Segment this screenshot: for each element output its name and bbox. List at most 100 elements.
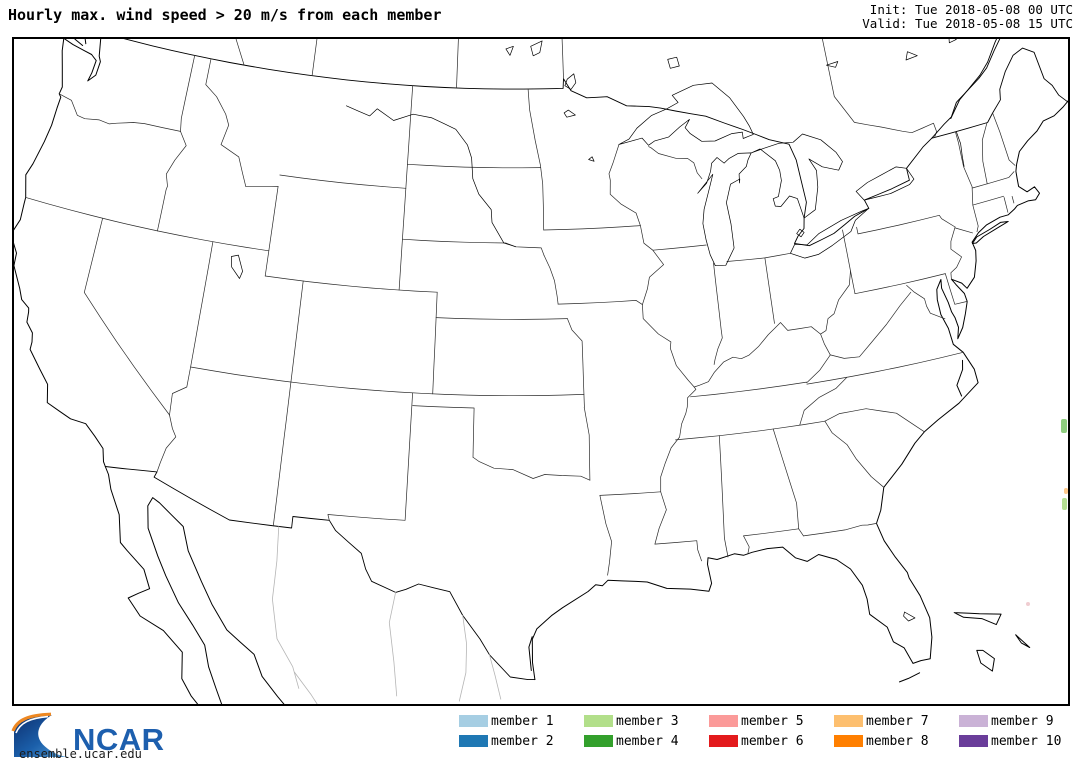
map-boundary-line	[903, 611, 916, 622]
map-boundary-line	[971, 221, 1009, 244]
map-boundary-line	[528, 636, 533, 671]
map-boundary-line	[435, 317, 568, 320]
map-boundary-line	[432, 291, 438, 395]
legend-label: member 4	[616, 733, 679, 749]
map-boundary-line	[824, 408, 925, 433]
legend-swatch-member-2	[459, 735, 488, 747]
legend-item: member 10	[959, 735, 1080, 748]
wind-swath-member-5	[1026, 602, 1030, 606]
map-boundary-line	[799, 376, 848, 426]
map-boundary-line	[1015, 634, 1031, 648]
legend-item: member 6	[709, 735, 834, 748]
map-boundary-line	[74, 39, 84, 46]
map-boundary-line	[402, 238, 545, 256]
map-boundary-line	[264, 275, 438, 293]
legend-item: member 2	[459, 735, 584, 748]
legend-swatch-member-8	[834, 735, 863, 747]
map-boundary-line	[713, 262, 723, 365]
legend-item: member 3	[584, 715, 709, 728]
map-boundary-line	[718, 435, 729, 558]
map-boundary-line	[346, 105, 517, 248]
map-boundary-line	[654, 540, 702, 562]
map-boundary-line	[955, 227, 973, 234]
map-boundary-line	[931, 39, 1001, 139]
map-boundary-line	[564, 73, 577, 90]
legend-item: member 1	[459, 715, 584, 728]
map-boundary-line	[327, 392, 413, 521]
map-boundary-line	[567, 318, 585, 408]
legend-swatch-member-1	[459, 715, 488, 727]
map-boundary-line	[543, 255, 559, 305]
map-boundary-line	[543, 225, 641, 231]
map-boundary-line	[1067, 100, 1068, 103]
map-boundary-line	[820, 333, 831, 356]
map-boundary-line	[796, 228, 805, 238]
wind-swaths	[1026, 419, 1068, 606]
map-boundary-line	[311, 39, 318, 77]
map-boundary-line	[806, 351, 964, 385]
legend-item: member 8	[834, 735, 959, 748]
map-boundary-line	[169, 241, 214, 416]
map-boundary-line	[272, 280, 304, 527]
legend-label: member 8	[866, 733, 929, 749]
legend-label: member 10	[991, 733, 1062, 749]
map-boundary-line	[147, 497, 285, 704]
map-boundary-line	[697, 152, 752, 267]
legend-label: member 9	[991, 713, 1054, 729]
map-boundary-line	[693, 270, 851, 388]
map-boundary-line	[956, 359, 964, 397]
init-time: Init: Tue 2018-05-08 00 UTC	[869, 2, 1073, 17]
map-boundary-line	[976, 649, 995, 672]
map-boundary-line	[235, 39, 245, 66]
map-boundary-line	[505, 45, 514, 56]
legend-label: member 7	[866, 713, 929, 729]
map-boundary-line	[279, 174, 407, 189]
map-boundary-line	[294, 671, 318, 704]
map-boundary-line	[899, 672, 921, 683]
map-boundary-line	[608, 144, 697, 545]
map-boundary-line	[83, 217, 170, 416]
us-map	[14, 39, 1068, 704]
map-boundary-line	[25, 197, 270, 252]
map-boundary-line	[14, 39, 199, 704]
map-boundary-line	[157, 131, 187, 232]
map-boundary-line	[772, 428, 800, 530]
legend-label: member 5	[741, 713, 804, 729]
map-boundary-line	[972, 171, 1015, 189]
legend-swatch-member-4	[584, 735, 613, 747]
map-boundary-line	[906, 285, 946, 320]
map-boundary-line	[726, 252, 791, 262]
map-boundary-line	[205, 58, 279, 188]
map-boundary-line	[950, 39, 998, 119]
map-boundary-line	[530, 40, 543, 57]
wind-swath-member-7	[1064, 488, 1068, 494]
map-boundary-line	[58, 93, 181, 132]
map-boundary-line	[104, 466, 536, 681]
legend-label: member 3	[616, 713, 679, 729]
map-boundary-line	[690, 381, 807, 398]
map-boundary-line	[955, 131, 965, 167]
ncar-logo: NCAR	[11, 712, 165, 757]
ncar-logo-text: NCAR	[73, 722, 165, 757]
map-boundary-line	[87, 39, 102, 82]
ncar-swoosh-icon	[11, 712, 70, 757]
map-boundary-line	[407, 163, 542, 169]
map-boundary-line	[972, 195, 1005, 206]
map-boundary-line	[955, 131, 979, 233]
map-boundary-line	[806, 354, 831, 384]
map-boundary-line	[842, 229, 856, 295]
map-boundary-line	[540, 167, 545, 231]
map-boundaries	[14, 39, 1068, 704]
map-boundary-line	[822, 39, 937, 138]
map-boundary-line	[829, 291, 912, 359]
map-boundary-line	[412, 405, 475, 458]
map-boundary-line	[803, 523, 877, 537]
map-boundary-line	[944, 273, 968, 305]
valid-time: Valid: Tue 2018-05-08 15 UTC	[862, 15, 1073, 31]
member-legend: member 1 member 2 member 3 member 4 member 5…	[459, 711, 1080, 751]
map-boundary-line	[743, 528, 804, 537]
map-boundary-line	[953, 612, 1002, 626]
map-boundary-line	[388, 592, 398, 697]
page-title: Hourly max. wind speed > 20 m/s from eac…	[8, 6, 442, 24]
map-boundary-line	[561, 39, 564, 80]
